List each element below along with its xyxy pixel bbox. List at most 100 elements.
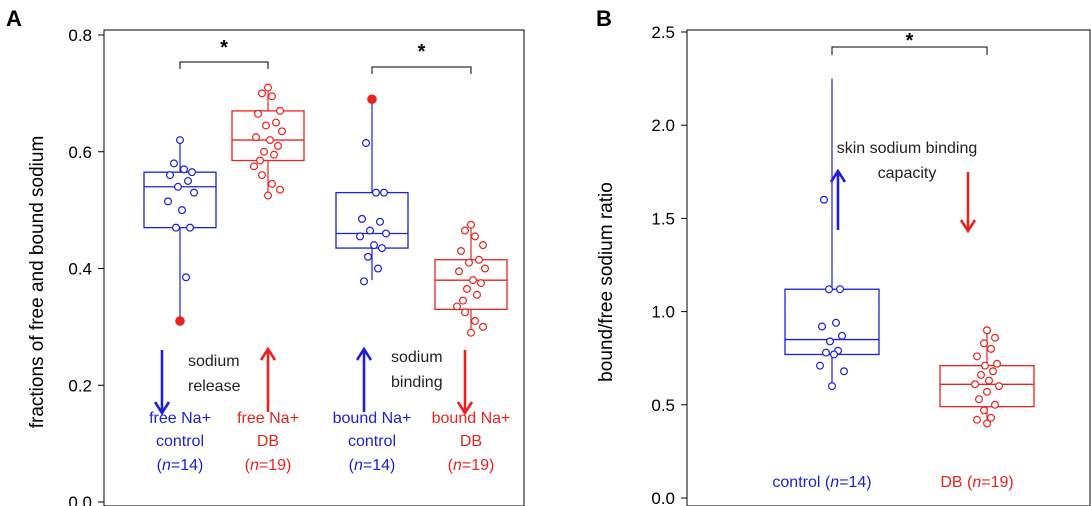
group-label-n: (n=14) — [157, 457, 204, 474]
y-tick-label: 2.0 — [651, 116, 675, 135]
panel-a-y-ticks: 0.0 0.2 0.4 0.6 0.8 — [68, 26, 104, 506]
data-point — [815, 361, 824, 370]
panel-a-annotation-release: sodium release — [188, 353, 241, 395]
group-label-n: (n=19) — [448, 457, 495, 474]
group-label-n: (n=19) — [245, 457, 292, 474]
data-point — [479, 322, 488, 331]
data-point — [471, 232, 480, 241]
y-tick-label: 0.5 — [651, 396, 675, 415]
data-point — [268, 179, 277, 188]
data-point — [475, 255, 484, 264]
significance-star: * — [906, 30, 914, 52]
data-point — [467, 220, 476, 229]
data-point — [457, 246, 466, 255]
data-point — [382, 229, 391, 238]
data-point — [467, 328, 476, 337]
box-iqr — [939, 365, 1035, 408]
data-point — [260, 147, 269, 156]
data-point — [374, 264, 383, 273]
data-point — [274, 141, 283, 150]
panel-b-plot-frame — [686, 29, 1091, 506]
panel-b-y-axis-label: bound/free sodium ratio — [596, 182, 617, 382]
y-tick-label: 0.0 — [651, 489, 675, 506]
group-label-line: free Na+ — [149, 410, 211, 427]
data-point — [479, 241, 488, 250]
data-point — [278, 127, 287, 136]
panel-a-boxes — [143, 87, 508, 333]
data-point — [178, 206, 187, 215]
data-point — [264, 83, 273, 92]
data-point — [172, 223, 181, 232]
data-point — [250, 162, 259, 171]
data-point — [455, 267, 464, 276]
panel-a-label: A — [6, 6, 22, 31]
significance-star: * — [418, 41, 426, 63]
data-point — [256, 156, 265, 165]
data-point — [979, 406, 988, 415]
data-point — [360, 277, 369, 286]
arrow-down — [456, 350, 474, 416]
group-label-line: bound Na+ — [333, 410, 412, 427]
y-tick-label: 2.5 — [651, 23, 675, 42]
data-point — [264, 191, 273, 200]
data-point — [186, 223, 195, 232]
data-point — [266, 136, 275, 145]
data-point — [364, 252, 373, 261]
data-point — [272, 118, 281, 127]
significance-bracket — [371, 66, 472, 74]
data-point — [821, 348, 830, 357]
box-iqr — [231, 110, 305, 162]
data-point — [366, 226, 375, 235]
group-label-n: (n=14) — [349, 457, 396, 474]
data-point — [356, 232, 365, 241]
panel-a-y-axis-label: fractions of free and bound sodium — [27, 136, 48, 429]
y-tick-label: 0.4 — [68, 260, 92, 279]
significance-bracket — [179, 61, 269, 69]
data-point — [990, 400, 999, 409]
data-point-outlier — [175, 316, 185, 326]
data-point — [262, 121, 271, 130]
data-point — [980, 361, 989, 370]
data-point — [988, 367, 997, 376]
data-point — [979, 339, 988, 348]
data-point — [180, 165, 189, 174]
group-label-line: control — [348, 433, 396, 450]
group-label-line: free Na+ — [237, 410, 299, 427]
data-point — [471, 317, 480, 326]
data-point — [972, 352, 981, 361]
data-point-outlier — [367, 94, 377, 105]
panel-a-arrows — [153, 346, 474, 416]
panel-a-annotation-binding: sodium binding — [391, 349, 443, 391]
data-point — [837, 331, 846, 340]
data-point — [184, 176, 193, 185]
data-point — [469, 276, 478, 285]
data-point — [461, 226, 470, 235]
data-point — [164, 197, 173, 206]
data-point — [461, 308, 470, 317]
data-point — [992, 359, 1001, 368]
panel-b-group-labels: control (n=14) DB (n=19) — [772, 474, 1013, 491]
data-point — [824, 285, 833, 294]
data-point — [270, 150, 279, 159]
panel-b-points — [815, 195, 1003, 428]
panel-a-significance: * * — [179, 37, 472, 74]
box-iqr — [434, 259, 508, 311]
data-point — [276, 185, 285, 194]
data-point — [254, 109, 263, 118]
box-iqr — [143, 171, 217, 229]
data-point — [276, 106, 285, 115]
data-point — [378, 244, 387, 253]
panel-a-points — [164, 83, 490, 337]
annotation-sodium-release-line2: release — [188, 378, 241, 395]
y-tick-label: 0.8 — [68, 26, 92, 45]
panel-b-annotation-capacity: skin sodium binding capacity — [837, 140, 978, 182]
data-point — [825, 337, 834, 346]
data-point — [829, 350, 838, 359]
y-tick-label: 1.5 — [651, 209, 675, 228]
group-label: control (n=14) — [772, 474, 871, 491]
data-point — [453, 302, 462, 311]
data-point — [459, 296, 468, 305]
data-point — [258, 89, 267, 98]
data-point — [473, 290, 482, 299]
box-iqr — [335, 191, 409, 249]
